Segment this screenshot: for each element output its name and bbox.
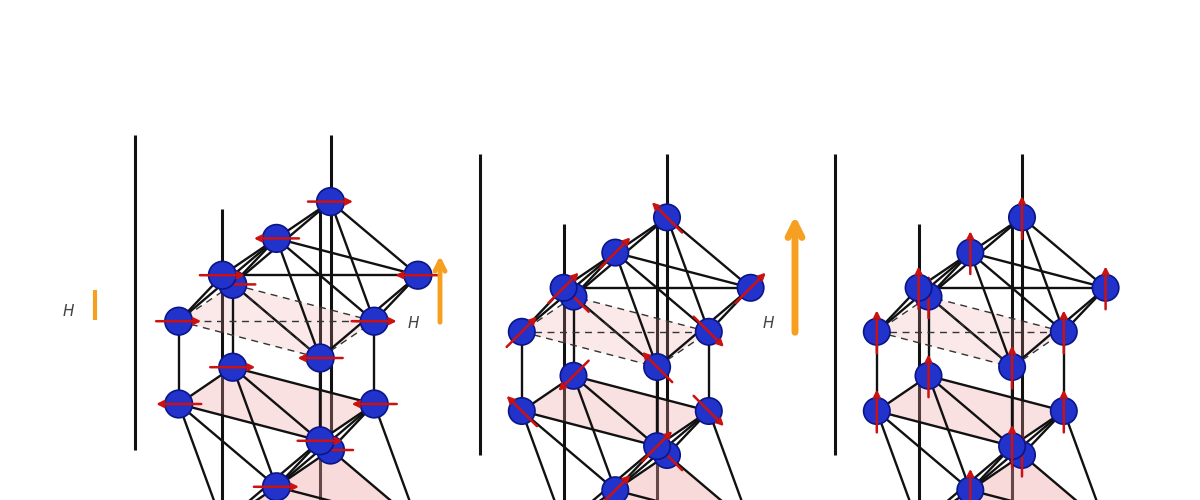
Circle shape — [916, 362, 942, 389]
Circle shape — [263, 473, 290, 500]
Circle shape — [560, 284, 587, 310]
Circle shape — [602, 240, 629, 266]
Circle shape — [551, 274, 577, 301]
Circle shape — [218, 270, 246, 298]
Polygon shape — [522, 376, 709, 446]
Circle shape — [737, 274, 764, 301]
Circle shape — [998, 433, 1025, 460]
Circle shape — [906, 274, 932, 301]
Circle shape — [404, 262, 432, 289]
Polygon shape — [222, 450, 418, 500]
Text: H: H — [408, 316, 420, 330]
Polygon shape — [919, 455, 1105, 500]
Polygon shape — [877, 376, 1063, 446]
Circle shape — [360, 308, 388, 335]
Circle shape — [317, 188, 344, 216]
Circle shape — [916, 284, 942, 310]
Circle shape — [306, 427, 334, 454]
Circle shape — [509, 398, 535, 424]
Circle shape — [1009, 442, 1036, 468]
Circle shape — [1050, 318, 1076, 345]
Circle shape — [317, 436, 344, 464]
Circle shape — [1050, 398, 1076, 424]
Circle shape — [509, 318, 535, 345]
Circle shape — [864, 398, 890, 424]
Circle shape — [263, 224, 290, 252]
Polygon shape — [564, 455, 751, 500]
Circle shape — [306, 344, 334, 372]
Circle shape — [1092, 274, 1118, 301]
Circle shape — [958, 240, 984, 266]
Polygon shape — [522, 296, 709, 367]
Circle shape — [958, 477, 984, 500]
Circle shape — [209, 262, 236, 289]
Polygon shape — [179, 367, 374, 441]
Circle shape — [1009, 204, 1036, 231]
Circle shape — [602, 477, 629, 500]
Circle shape — [654, 204, 680, 231]
Circle shape — [164, 308, 192, 335]
Text: H: H — [64, 304, 74, 320]
Circle shape — [164, 390, 192, 418]
Circle shape — [864, 318, 890, 345]
Circle shape — [560, 362, 587, 389]
Circle shape — [644, 354, 671, 380]
Circle shape — [696, 318, 722, 345]
Circle shape — [998, 354, 1025, 380]
Circle shape — [654, 442, 680, 468]
Circle shape — [218, 354, 246, 381]
Circle shape — [696, 398, 722, 424]
Polygon shape — [179, 284, 374, 358]
Text: H: H — [763, 316, 774, 330]
Circle shape — [360, 390, 388, 418]
Polygon shape — [877, 296, 1063, 367]
Circle shape — [644, 433, 671, 460]
